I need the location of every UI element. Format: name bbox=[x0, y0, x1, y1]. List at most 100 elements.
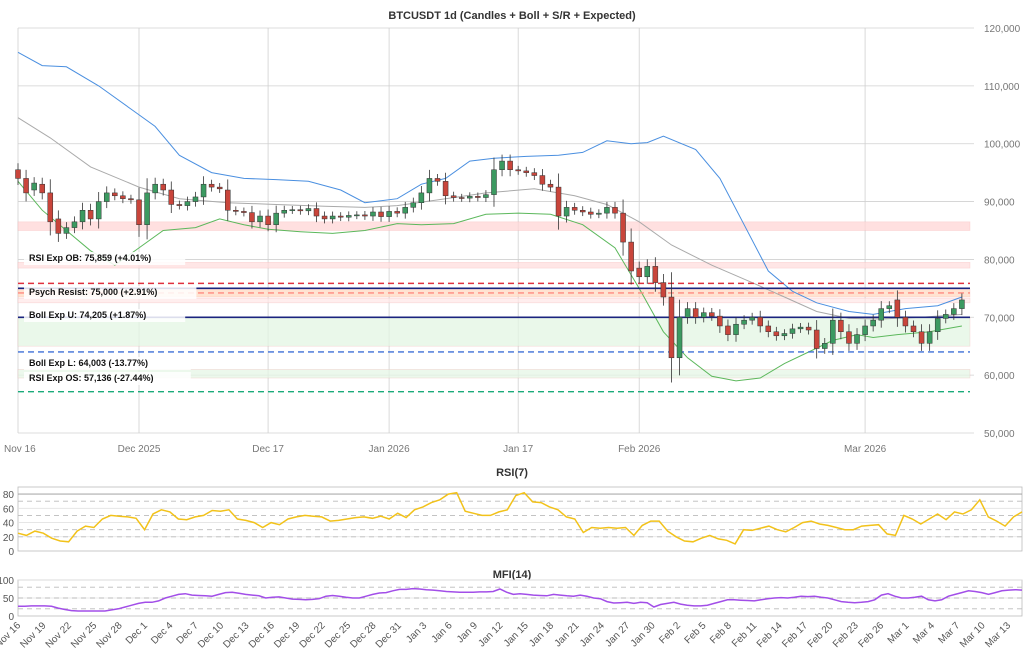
x-tick-label: Dec 2025 bbox=[118, 444, 161, 455]
x-tick-label: Dec 17 bbox=[252, 444, 284, 455]
candle bbox=[458, 197, 465, 199]
candle bbox=[55, 218, 62, 234]
candle bbox=[539, 175, 546, 185]
candle bbox=[604, 207, 610, 214]
panel-y-tick: 60 bbox=[3, 504, 15, 515]
candle bbox=[563, 207, 570, 217]
mfi-x-tick-label: Jan 3 bbox=[404, 620, 429, 645]
candle bbox=[467, 196, 473, 199]
candle bbox=[354, 214, 360, 217]
candle bbox=[289, 209, 296, 211]
candle bbox=[386, 211, 392, 217]
candle bbox=[63, 227, 70, 234]
level-label-bg bbox=[24, 372, 191, 385]
panel-y-tick: 50 bbox=[3, 594, 15, 605]
mfi-x-tick-label: Mar 4 bbox=[911, 620, 937, 646]
candle bbox=[313, 208, 320, 217]
x-tick-label: Nov 16 bbox=[4, 444, 36, 455]
mfi-x-tick-label: Feb 26 bbox=[856, 620, 886, 650]
mfi-x-tick-label: Jan 18 bbox=[527, 620, 556, 649]
mfi-x-tick-label: Dec 16 bbox=[247, 620, 277, 650]
candle bbox=[717, 315, 723, 327]
y-tick-label: 110,000 bbox=[984, 82, 1020, 93]
candle bbox=[700, 312, 707, 318]
level-label-bg bbox=[24, 286, 197, 299]
candle bbox=[886, 305, 893, 309]
mfi-x-tick-label: Dec 13 bbox=[221, 620, 251, 650]
candle bbox=[805, 326, 812, 331]
candle bbox=[579, 210, 586, 213]
y-tick-label: 90,000 bbox=[984, 198, 1015, 209]
mfi-x-tick-label: Dec 19 bbox=[272, 620, 302, 650]
candle bbox=[741, 319, 747, 325]
candle bbox=[103, 192, 110, 202]
indicator-line bbox=[17, 491, 1023, 545]
candle bbox=[192, 196, 199, 202]
mfi-x-tick-label: Jan 12 bbox=[476, 620, 505, 649]
bollinger-line bbox=[17, 51, 963, 315]
mfi-x-tick-label: Feb 14 bbox=[755, 620, 785, 650]
y-tick-label: 50,000 bbox=[984, 429, 1015, 440]
candle bbox=[918, 331, 925, 344]
mfi-x-tick-label: Feb 2 bbox=[657, 620, 683, 646]
mfi-x-tick-label: Dec 28 bbox=[348, 620, 378, 650]
chart-title: BTCUSDT 1d (Candles + Boll + S/R + Expec… bbox=[388, 10, 636, 22]
mfi-x-tick-label: Nov 28 bbox=[94, 620, 124, 650]
candle bbox=[854, 334, 860, 344]
candle bbox=[676, 317, 683, 359]
bollinger-line bbox=[17, 180, 962, 382]
candle bbox=[160, 183, 166, 191]
level-label-bg bbox=[24, 309, 186, 322]
candle bbox=[434, 178, 441, 182]
mfi-x-tick-label: Nov 16 bbox=[0, 620, 23, 650]
candle bbox=[846, 331, 852, 344]
candle bbox=[870, 319, 876, 327]
candle bbox=[450, 195, 457, 198]
mfi-x-tick-label: Nov 19 bbox=[18, 620, 48, 650]
panel-y-tick: 80 bbox=[3, 490, 15, 501]
candle bbox=[491, 169, 497, 195]
candle bbox=[781, 333, 788, 337]
mfi-x-tick-label: Nov 25 bbox=[69, 620, 99, 650]
mfi-x-tick-label: Dec 4 bbox=[149, 620, 176, 647]
mfi-x-tick-label: Dec 25 bbox=[323, 620, 353, 650]
candle bbox=[112, 192, 118, 197]
level-label-text: Boll Exp U: 74,205 (+1.87%) bbox=[29, 310, 146, 320]
zone-band bbox=[17, 262, 971, 269]
mfi-x-tick-label: Feb 17 bbox=[780, 620, 810, 650]
candle bbox=[596, 212, 602, 215]
candle bbox=[426, 178, 433, 194]
mfi-x-tick-label: Jan 15 bbox=[502, 620, 531, 649]
mfi-x-tick-label: Feb 20 bbox=[806, 620, 836, 650]
candle bbox=[531, 172, 538, 176]
candle bbox=[515, 169, 521, 172]
mfi-x-tick-label: Mar 13 bbox=[983, 620, 1013, 650]
candle bbox=[39, 183, 45, 194]
mfi-x-tick-label: Mar 1 bbox=[886, 620, 912, 646]
indicator-line bbox=[18, 587, 1023, 612]
y-tick-label: 70,000 bbox=[984, 313, 1015, 324]
candle bbox=[337, 215, 344, 218]
candle bbox=[499, 160, 505, 170]
panel-y-tick: 0 bbox=[8, 547, 14, 558]
panel-y-tick: 100 bbox=[0, 576, 14, 587]
candle bbox=[208, 183, 215, 188]
y-tick-label: 80,000 bbox=[984, 255, 1015, 266]
mfi-x-tick-label: Feb 5 bbox=[683, 620, 709, 646]
level-label: RSI Exp OS: 57,136 (-27.44%) bbox=[24, 372, 191, 385]
candle bbox=[15, 169, 21, 179]
zone-band bbox=[17, 369, 971, 379]
mfi-x-tick-label: Nov 22 bbox=[44, 620, 74, 650]
candle bbox=[830, 319, 836, 344]
mfi-x-tick-label: Dec 22 bbox=[298, 620, 328, 650]
candle bbox=[934, 318, 941, 333]
candle bbox=[144, 192, 150, 225]
candle bbox=[668, 296, 675, 359]
candle bbox=[71, 221, 78, 228]
x-tick-label: Jan 2026 bbox=[369, 444, 411, 455]
candle bbox=[943, 314, 949, 319]
candle bbox=[31, 182, 37, 191]
mfi-x-tick-label: Jan 27 bbox=[603, 620, 632, 649]
candle bbox=[241, 211, 247, 213]
